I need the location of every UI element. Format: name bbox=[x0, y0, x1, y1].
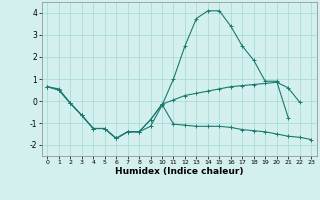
X-axis label: Humidex (Indice chaleur): Humidex (Indice chaleur) bbox=[115, 167, 244, 176]
